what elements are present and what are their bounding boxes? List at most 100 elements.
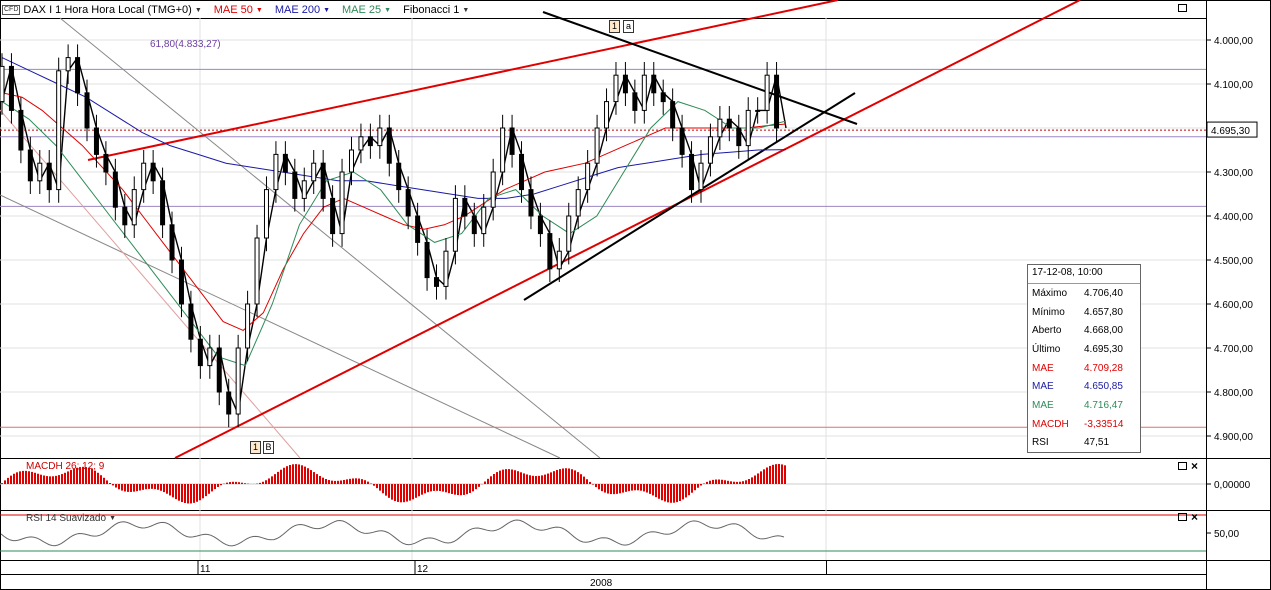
macd-bar: [655, 484, 657, 498]
macd-bar: [448, 484, 450, 494]
macd-bar: [760, 471, 762, 484]
rsi-axis-label: 50,00: [1214, 529, 1239, 540]
macd-bar: [154, 484, 156, 490]
data-window-row: Aberto 4.668,00: [1028, 321, 1140, 340]
macd-bar: [166, 484, 168, 494]
macd-bar: [529, 475, 531, 484]
macd-bar: [571, 469, 573, 484]
data-window-value: 4.709,28: [1084, 362, 1123, 374]
candle-body: [613, 74, 619, 103]
macd-bar: [556, 470, 558, 484]
close-icon[interactable]: ×: [1191, 510, 1199, 524]
year-label: 2008: [590, 578, 613, 589]
candle-body: [103, 153, 109, 173]
macd-bar: [406, 484, 408, 502]
close-icon[interactable]: ×: [1191, 459, 1199, 473]
macd-bar: [547, 473, 549, 484]
triangle-upper-line: [542, 11, 858, 125]
macd-bar: [508, 469, 510, 484]
chevron-down-icon: ▼: [384, 6, 392, 14]
macd-bar: [532, 475, 534, 484]
wave-marker-tag[interactable]: a: [623, 20, 634, 33]
macd-bar: [526, 474, 528, 484]
maximize-icon[interactable]: [1178, 462, 1187, 470]
macd-bar: [412, 484, 414, 500]
data-window-value: 47,51: [1084, 437, 1110, 449]
macd-bar: [190, 484, 192, 504]
macd-panel-label[interactable]: MACDH 26; 12; 9: [26, 461, 104, 472]
candle-body: [377, 127, 383, 147]
macd-bar: [205, 484, 207, 497]
macd-bar: [562, 468, 564, 484]
macd-bar: [403, 484, 405, 503]
candle-body: [679, 127, 685, 155]
candle-body: [604, 101, 610, 129]
rsi-panel-label[interactable]: RSI 14 Suavizado ▼: [26, 513, 116, 524]
chevron-down-icon: ▼: [462, 6, 470, 14]
macd-bar: [112, 484, 114, 486]
price-tick-label: 4.000,00: [1214, 36, 1253, 47]
candle-body: [424, 241, 430, 279]
candle-body: [27, 149, 33, 182]
macd-bar: [427, 484, 429, 493]
indicator-mae25[interactable]: MAE 25 ▼: [342, 4, 391, 16]
indicator-mae200[interactable]: MAE 200 ▼: [275, 4, 330, 16]
macd-bar: [490, 476, 492, 484]
macd-bar: [541, 475, 543, 484]
macd-bar: [550, 472, 552, 484]
candle-body: [75, 57, 81, 94]
macd-bar: [310, 470, 312, 484]
macd-bar: [184, 484, 186, 503]
macd-bar: [586, 479, 588, 484]
macd-bar: [199, 484, 201, 501]
macd-bar: [61, 474, 63, 484]
macd-bar: [769, 465, 771, 484]
wave-marker-tag[interactable]: 1: [609, 20, 620, 33]
macd-bar: [106, 480, 108, 484]
macd-bar: [634, 484, 636, 491]
indicator-mae50[interactable]: MAE 50 ▼: [214, 4, 263, 16]
indicator-fibonacci[interactable]: Fibonacci 1 ▼: [403, 4, 469, 16]
macd-bar: [502, 469, 504, 484]
macd-bar: [520, 472, 522, 484]
macd-bar: [430, 484, 432, 492]
macd-bar: [151, 484, 153, 489]
candle-body: [18, 109, 24, 151]
macd-bar: [88, 467, 90, 484]
macd-bar: [715, 479, 717, 484]
wave-marker-tag[interactable]: 1: [250, 441, 261, 454]
macd-bar: [235, 481, 237, 484]
candle-body: [547, 233, 553, 270]
macd-bar: [319, 475, 321, 484]
macd-bar: [538, 475, 540, 484]
macd-bar: [313, 472, 315, 484]
macd-bar: [685, 484, 687, 498]
macd-bar: [22, 470, 24, 484]
symbol-selector[interactable]: CFD DAX I 1 Hora Hora Local (TMG+0) ▼: [2, 4, 202, 16]
macd-bar: [733, 481, 735, 484]
macd-bar: [496, 472, 498, 484]
chevron-down-icon: ▼: [323, 6, 331, 14]
macd-bar: [28, 471, 30, 484]
macd-bar: [343, 479, 345, 484]
macd-bar: [226, 482, 228, 484]
candle-body: [216, 347, 222, 393]
macd-bar: [391, 484, 393, 500]
maximize-icon[interactable]: [1178, 4, 1187, 12]
chevron-down-icon: ▼: [194, 6, 202, 14]
macd-bar: [1, 483, 3, 484]
macd-bar: [79, 467, 81, 484]
macd-bar: [493, 474, 495, 484]
macd-bar: [415, 484, 417, 498]
macd-bar: [331, 480, 333, 484]
wave-marker-tag[interactable]: B: [263, 441, 274, 454]
candle-body: [330, 197, 336, 235]
time-axis-label: 11: [200, 564, 211, 575]
macd-bar: [175, 484, 177, 500]
maximize-icon[interactable]: [1178, 513, 1187, 521]
macd-bar: [721, 479, 723, 484]
macd-bar: [778, 464, 780, 484]
candle-body: [367, 136, 373, 147]
macd-bar: [238, 482, 240, 484]
